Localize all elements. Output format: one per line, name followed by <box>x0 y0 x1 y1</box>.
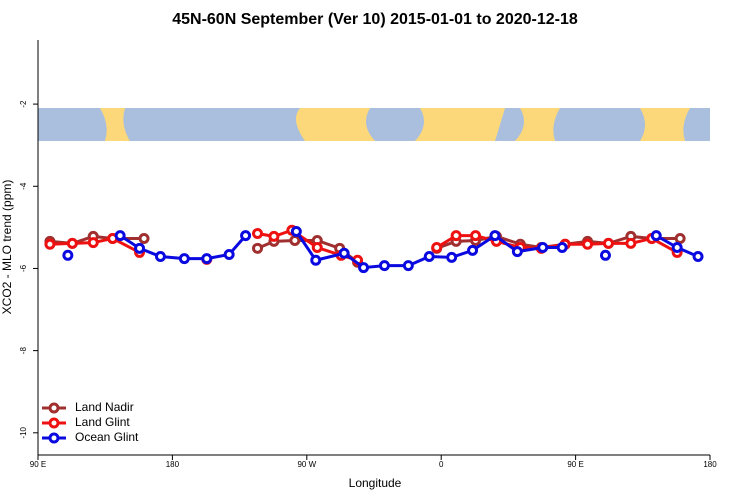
point <box>62 249 74 261</box>
point <box>602 237 614 249</box>
point <box>537 242 549 253</box>
point <box>470 230 482 242</box>
legend-label: Land Nadir <box>75 400 134 414</box>
x-tick-label: 90 W <box>297 460 316 469</box>
point <box>134 242 146 254</box>
x-tick-label: 0 <box>439 460 444 469</box>
point <box>431 242 443 253</box>
legend-label: Land Glint <box>75 415 130 429</box>
y-tick-label: -10 <box>19 426 28 438</box>
point <box>252 242 264 254</box>
point <box>489 230 501 242</box>
point <box>310 254 322 266</box>
point <box>311 242 323 253</box>
x-tick-label: 180 <box>703 460 717 469</box>
x-tick-label: 90 E <box>567 460 583 469</box>
point <box>66 237 78 249</box>
y-tick-label: -2 <box>19 100 28 108</box>
chart-title: 45N-60N September (Ver 10) 2015-01-01 to… <box>172 11 578 28</box>
point <box>223 248 235 260</box>
y-tick-label: -6 <box>19 264 28 272</box>
y-tick-label: -4 <box>19 182 28 190</box>
y-axis-label: XCO2 - MLO trend (ppm) <box>0 180 14 315</box>
point <box>467 244 479 256</box>
point <box>338 247 350 259</box>
legend-label: Ocean Glint <box>75 430 139 444</box>
point <box>178 253 190 265</box>
map-band <box>38 108 710 141</box>
point <box>154 251 166 263</box>
point <box>358 262 370 274</box>
x-tick-label: 180 <box>166 460 180 469</box>
point <box>671 242 683 253</box>
point <box>511 246 523 258</box>
point <box>402 260 414 272</box>
x-tick-label: 90 E <box>30 460 46 469</box>
point <box>692 251 704 263</box>
point <box>378 260 390 272</box>
point <box>240 230 252 242</box>
point <box>87 237 99 249</box>
legend-marker <box>48 432 60 444</box>
point <box>625 237 637 249</box>
point <box>650 230 662 242</box>
point <box>423 251 435 263</box>
legend-marker <box>48 402 60 414</box>
point <box>252 228 264 240</box>
point <box>674 232 686 244</box>
point <box>556 242 568 253</box>
point <box>599 249 611 261</box>
point <box>268 230 280 242</box>
point <box>450 230 462 242</box>
point <box>201 253 213 265</box>
y-tick-label: -8 <box>19 347 28 355</box>
point <box>446 251 458 263</box>
point <box>582 238 594 250</box>
point <box>290 225 302 237</box>
x-axis-label: Longitude <box>349 476 402 490</box>
legend-marker <box>48 417 60 429</box>
point <box>114 230 126 242</box>
point <box>289 235 301 247</box>
point <box>44 238 56 250</box>
point <box>138 232 150 244</box>
